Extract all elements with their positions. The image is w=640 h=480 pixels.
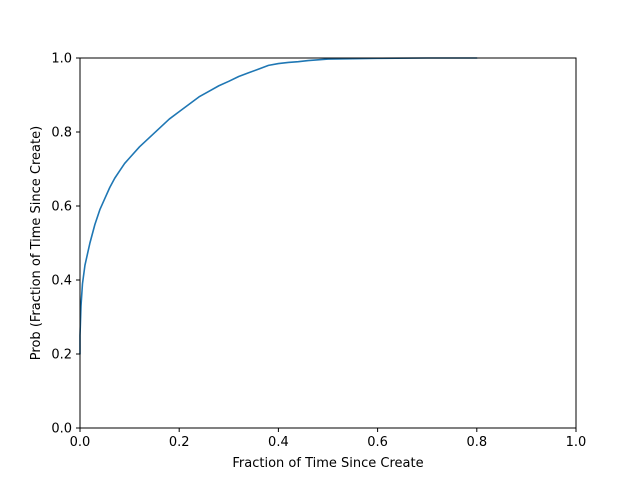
axes-frame: [79, 57, 577, 429]
x-tick-label: 0.8: [466, 435, 487, 450]
y-tick-label: 0.2: [51, 348, 72, 363]
x-tick-label: 1.0: [566, 435, 587, 450]
x-axis-ticks: 0.0 0.2 0.4 0.6 0.8 1.0: [70, 428, 587, 450]
y-axis-label: Prob (Fraction of Time Since Create): [29, 126, 44, 360]
cdf-line: [79, 57, 478, 355]
plot-area: [79, 57, 478, 355]
x-tick-label: 0.6: [367, 435, 388, 450]
y-tick-label: 0.8: [51, 126, 72, 141]
x-tick-label: 0.0: [70, 435, 91, 450]
x-tick-label: 0.4: [268, 435, 289, 450]
y-tick-label: 1.0: [51, 52, 72, 67]
y-tick-label: 0.4: [51, 274, 72, 289]
x-axis-label: Fraction of Time Since Create: [232, 456, 423, 471]
y-tick-label: 0.0: [51, 422, 72, 437]
y-axis-ticks: 0.0 0.2 0.4 0.6 0.8 1.0: [51, 52, 80, 437]
y-tick-label: 0.6: [51, 200, 72, 215]
x-tick-label: 0.2: [169, 435, 190, 450]
